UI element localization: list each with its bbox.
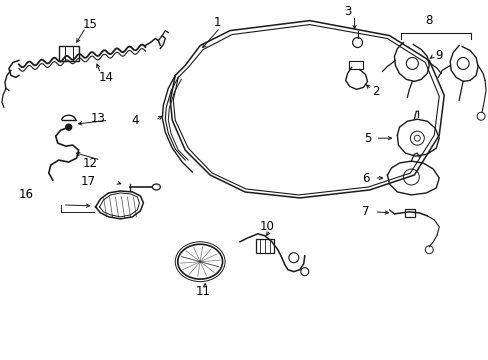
Text: 11: 11 (195, 285, 210, 298)
Bar (405, 209, 414, 217)
Text: 13: 13 (90, 112, 105, 125)
Text: 5: 5 (364, 132, 371, 145)
Text: 3: 3 (344, 5, 351, 18)
Text: 15: 15 (82, 18, 97, 31)
Bar (59, 45, 79, 62)
Bar (255, 239, 273, 253)
Text: 10: 10 (259, 220, 274, 233)
Text: 14: 14 (99, 71, 113, 84)
Text: 7: 7 (361, 205, 369, 219)
Text: 4: 4 (131, 114, 138, 127)
Text: 16: 16 (19, 188, 34, 202)
Text: 1: 1 (213, 16, 221, 29)
Text: 8: 8 (425, 14, 432, 27)
Circle shape (65, 124, 72, 130)
Text: 17: 17 (81, 175, 95, 189)
Text: 2: 2 (372, 85, 379, 98)
Bar (348, 62, 362, 69)
Text: 9: 9 (434, 49, 442, 62)
Text: 12: 12 (82, 157, 98, 170)
Text: 6: 6 (361, 171, 369, 185)
